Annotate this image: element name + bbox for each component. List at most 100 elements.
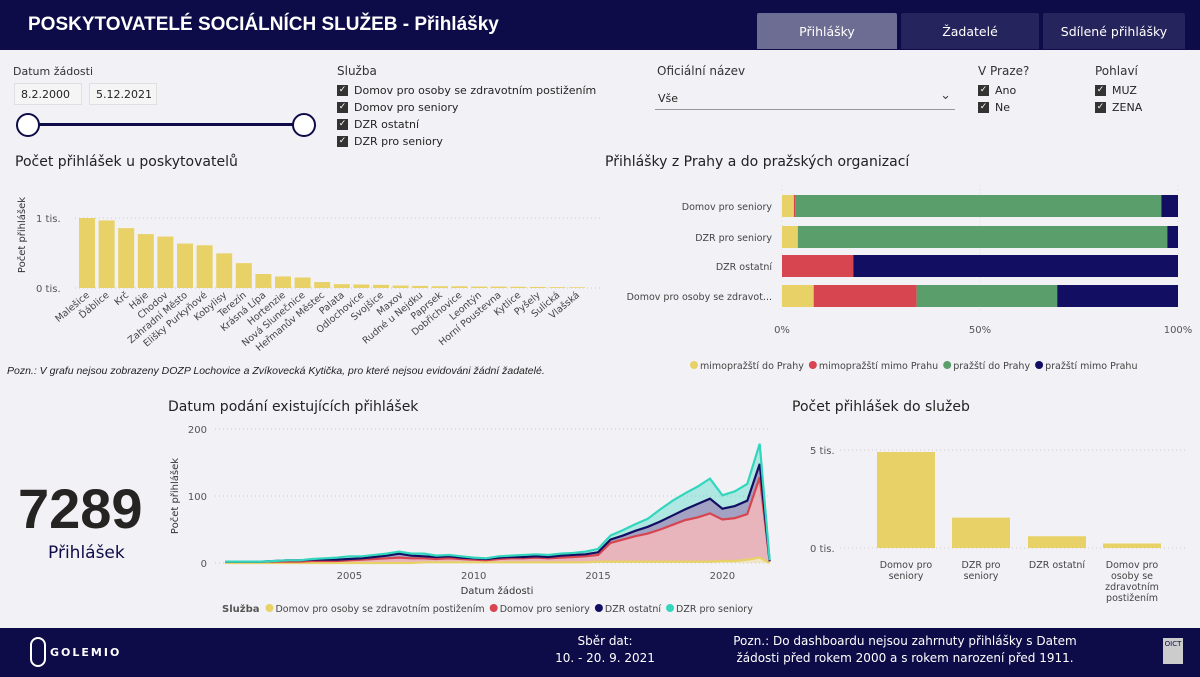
date-to-input[interactable]: 5.12.2021 (89, 83, 157, 105)
bar (275, 276, 291, 288)
bar (177, 243, 193, 288)
option-label: MUZ (1112, 84, 1137, 97)
legend-marker (594, 604, 603, 612)
bar-segment (1057, 285, 1178, 307)
y-tick-label: DZR ostatní (716, 262, 772, 273)
y-tick-label: 200 (188, 425, 207, 436)
prague-chart-title: Přihlášky z Prahy a do pražských organiz… (605, 154, 910, 170)
prague-filter-list: ✓ Ano ✓ Ne (978, 82, 1016, 116)
legend-label: Domov pro seniory (500, 604, 591, 615)
bar (157, 236, 174, 288)
tab-sdilene-prihlasky[interactable]: Sdílené přihlášky (1043, 13, 1185, 49)
x-tick-label: 2005 (337, 571, 362, 582)
option-label: Domov pro osoby se zdravotním postižením (354, 84, 597, 97)
bar (79, 218, 95, 288)
prague-option[interactable]: ✓ Ne (978, 99, 1016, 116)
bar (1103, 543, 1161, 548)
golemio-logo-icon (30, 637, 46, 667)
checkbox-checked-icon: ✓ (1095, 102, 1106, 113)
bar (412, 285, 429, 288)
oict-logo: OICT (1163, 638, 1183, 664)
x-tick-label: 50% (969, 325, 991, 336)
bar-segment (793, 195, 796, 217)
gender-option[interactable]: ✓ MUZ (1095, 82, 1142, 99)
bar (137, 234, 154, 288)
checkbox-checked-icon: ✓ (1095, 85, 1106, 96)
y-tick-label: DZR pro seniory (695, 233, 772, 244)
official-name-dropdown[interactable]: Vše ⌄ (655, 86, 955, 110)
bar (392, 285, 409, 288)
bar (529, 286, 546, 288)
date-range-slider[interactable] (27, 123, 304, 126)
bar-segment (782, 285, 814, 307)
service-option[interactable]: ✓ Domov pro osoby se zdravotním postižení… (337, 82, 596, 99)
golemio-logo-text: GOLEMIO (50, 646, 122, 659)
service-option[interactable]: ✓ DZR pro seniory (337, 133, 596, 150)
official-name-label: Oficiální název (657, 64, 746, 78)
date-filter-label: Datum žádosti (13, 65, 94, 78)
bar-segment (813, 285, 917, 307)
bar (235, 263, 252, 288)
legend-marker (1035, 361, 1044, 369)
option-label: Ano (995, 84, 1017, 97)
x-tick-label: DZR ostatní (1029, 560, 1085, 571)
checkbox-checked-icon: ✓ (978, 102, 989, 113)
service-option[interactable]: ✓ DZR ostatní (337, 116, 596, 133)
y-tick-label: 0 (201, 559, 207, 570)
footer-note-line2: žádosti před rokem 2000 a s rokem naroze… (736, 651, 1074, 665)
area-domov-pro-seniory (225, 477, 770, 563)
bar (333, 284, 350, 288)
legend-label: pražští do Prahy (953, 361, 1030, 372)
series-line (225, 556, 771, 565)
slider-handle-end[interactable] (292, 113, 316, 137)
service-filter-list: ✓ Domov pro osoby se zdravotním postižení… (337, 82, 596, 150)
collect-label: Sběr dat: (577, 634, 633, 648)
y-axis-title: Počet přihlášek (169, 458, 181, 534)
footer-bar: GOLEMIO Sběr dat: 10. - 20. 9. 2021 Pozn… (0, 628, 1200, 677)
x-tick-label: Domov pro (1106, 560, 1159, 571)
service-option[interactable]: ✓ Domov pro seniory (337, 99, 596, 116)
chevron-down-icon: ⌄ (940, 88, 951, 103)
legend-label: mimopražští do Prahy (700, 361, 804, 372)
y-tick-label: Domov pro seniory (682, 202, 773, 213)
y-tick-label: 1 tis. (36, 214, 61, 225)
y-tick-label: 0 tis. (810, 544, 835, 555)
date-from-input[interactable]: 8.2.2000 (14, 83, 82, 105)
y-tick-label: 5 tis. (810, 446, 835, 457)
checkbox-checked-icon: ✓ (337, 85, 348, 96)
legend-marker (690, 361, 698, 369)
option-label: ZENA (1112, 101, 1143, 114)
legend-label: DZR pro seniory (676, 604, 753, 615)
bar (490, 286, 507, 288)
prague-option[interactable]: ✓ Ano (978, 82, 1016, 99)
bar-segment (782, 255, 854, 277)
bar (549, 287, 566, 288)
dropdown-value: Vše (658, 92, 679, 105)
legend-label: mimopražští mimo Prahu (819, 361, 938, 372)
collect-value: 10. - 20. 9. 2021 (555, 651, 655, 665)
providers-chart-title: Počet přihlášek u poskytovatelů (15, 154, 238, 170)
x-tick-label: 100% (1164, 325, 1193, 336)
slider-handle-start[interactable] (16, 113, 40, 137)
bar (877, 451, 935, 548)
bar (451, 286, 468, 288)
bar-segment (797, 226, 1168, 248)
tab-prihlasky[interactable]: Přihlášky (757, 13, 897, 49)
bar (118, 228, 135, 288)
bar (952, 517, 1010, 548)
y-tick-label: 100 (188, 492, 207, 503)
prague-filter-label: V Praze? (978, 64, 1030, 78)
bar-segment (916, 285, 1058, 307)
bar (196, 245, 213, 288)
bar (431, 286, 448, 288)
bar (294, 277, 311, 288)
legend-title: Služba (222, 603, 259, 615)
y-tick-label: 0 tis. (36, 284, 61, 295)
tab-zadatele[interactable]: Žadatelé (901, 13, 1039, 49)
x-tick-label: seniory (889, 571, 924, 582)
gender-option[interactable]: ✓ ZENA (1095, 99, 1142, 116)
option-label: Ne (995, 101, 1010, 114)
x-tick-label: zdravotním (1105, 582, 1159, 593)
bar (353, 284, 370, 288)
